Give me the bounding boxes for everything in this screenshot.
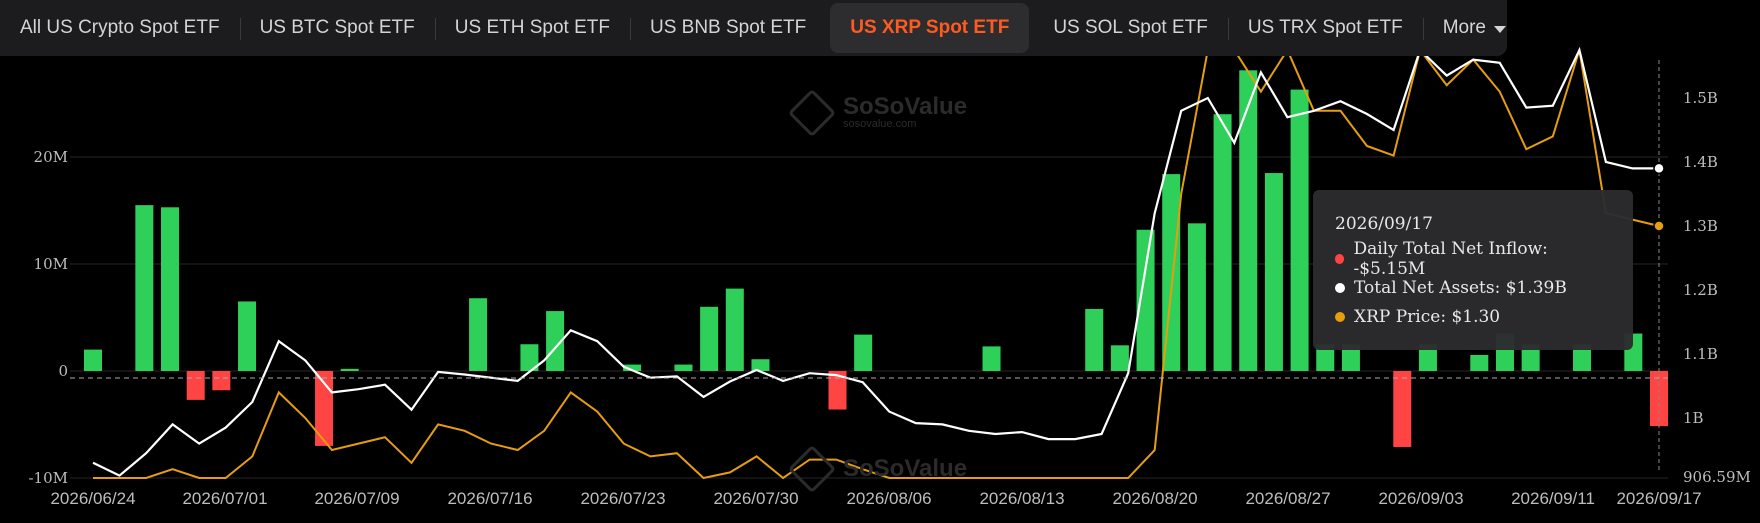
inflow-bar bbox=[725, 288, 744, 371]
y-right-tick-label: 906.59M bbox=[1683, 468, 1751, 486]
price-dot-icon bbox=[1335, 311, 1345, 322]
y-right-tick-label: 1B bbox=[1683, 409, 1704, 427]
y-right-tick-label: 1.1B bbox=[1683, 345, 1718, 363]
tooltip-assets: Total Net Assets: $1.39B bbox=[1354, 277, 1567, 298]
x-tick-label: 2026/07/30 bbox=[713, 489, 798, 508]
caret-down-icon bbox=[1493, 25, 1506, 33]
inflow-bar bbox=[1572, 344, 1591, 371]
y-left-tick-label: 0 bbox=[58, 362, 68, 380]
x-axis: 2026/06/24 2026/07/01 2026/07/09 2026/07/16… bbox=[50, 489, 1701, 508]
inflow-bar bbox=[1290, 89, 1309, 371]
inflow-dot-icon bbox=[1335, 253, 1345, 264]
inflow-bar bbox=[982, 346, 1001, 371]
inflow-bar bbox=[1264, 173, 1283, 371]
xrp-price-line bbox=[93, 47, 1660, 480]
inflow-bar bbox=[1110, 345, 1129, 371]
tooltip-inflow: Daily Total Net Inflow: -$5.15M bbox=[1353, 238, 1548, 279]
inflow-bar bbox=[238, 301, 257, 371]
tab-us-bnb-spot-etf[interactable]: US BNB Spot ETF bbox=[629, 3, 826, 53]
tab-us-trx-spot-etf[interactable]: US TRX Spot ETF bbox=[1227, 3, 1423, 53]
inflow-bar bbox=[700, 306, 719, 371]
inflow-bar bbox=[1162, 174, 1181, 371]
inflow-bar bbox=[1316, 344, 1335, 371]
inflow-bar bbox=[546, 311, 565, 371]
y-left-tick-label: -10M bbox=[28, 469, 68, 487]
tab-us-xrp-spot-etf[interactable]: US XRP Spot ETF bbox=[830, 3, 1030, 53]
y-right-tick-label: 1.3B bbox=[1683, 217, 1718, 235]
inflow-bar bbox=[1418, 344, 1437, 371]
watermark-url: sosovalue.com bbox=[843, 118, 917, 130]
x-tick-label: 2026/08/27 bbox=[1245, 489, 1330, 508]
tooltip-inflow-row: Daily Total Net Inflow: -$5.15M bbox=[1335, 239, 1611, 279]
tooltip-date: 2026/09/17 bbox=[1335, 214, 1433, 234]
y-right-tick-label: 1.4B bbox=[1683, 153, 1718, 171]
x-tick-label: 2026/08/13 bbox=[979, 489, 1064, 508]
inflow-bar bbox=[186, 371, 205, 400]
y-right-tick-label: 1.5B bbox=[1683, 89, 1718, 107]
x-tick-label: 2026/07/16 bbox=[447, 489, 532, 508]
watermark-name: SoSoValue bbox=[843, 93, 968, 120]
tooltip-price: XRP Price: $1.30 bbox=[1354, 306, 1501, 327]
total-net-assets-line bbox=[92, 46, 1659, 477]
more-dropdown[interactable]: More bbox=[1422, 3, 1526, 53]
sosovalue-logo-icon bbox=[787, 444, 837, 494]
x-tick-label: 2026/06/24 bbox=[50, 489, 135, 508]
inflow-bar bbox=[520, 344, 539, 371]
x-tick-label: 2026/07/09 bbox=[314, 489, 399, 508]
tab-us-eth-spot-etf[interactable]: US ETH Spot ETF bbox=[434, 3, 630, 53]
x-tick-label: 2026/08/06 bbox=[846, 489, 931, 508]
assets-dot-icon bbox=[1335, 282, 1345, 293]
inflow-bar bbox=[751, 359, 770, 371]
inflow-bar bbox=[1187, 223, 1206, 371]
x-tick-label: 2026/07/01 bbox=[182, 489, 267, 508]
inflow-bars bbox=[84, 70, 1668, 447]
inflow-bar bbox=[1521, 344, 1540, 371]
inflow-bar bbox=[340, 368, 359, 371]
chart-tooltip: 2026/09/17 Daily Total Net Inflow: -$5.1… bbox=[1313, 190, 1633, 350]
inflow-bar bbox=[674, 364, 693, 371]
price-hover-dot bbox=[1653, 220, 1665, 232]
inflow-bar bbox=[623, 364, 642, 371]
x-tick-label: 2026/09/17 bbox=[1616, 489, 1701, 508]
inflow-bar bbox=[854, 334, 873, 371]
inflow-bar bbox=[1239, 70, 1258, 371]
tab-us-btc-spot-etf[interactable]: US BTC Spot ETF bbox=[239, 3, 435, 53]
inflow-bar bbox=[161, 207, 180, 371]
inflow-bar bbox=[135, 205, 154, 371]
x-tick-label: 2026/09/03 bbox=[1378, 489, 1463, 508]
tab-us-sol-spot-etf[interactable]: US SOL Spot ETF bbox=[1053, 17, 1208, 38]
inflow-bar bbox=[469, 298, 488, 371]
inflow-bar bbox=[84, 349, 102, 371]
watermark-top: SoSoValue sosovalue.com bbox=[787, 88, 968, 138]
x-tick-label: 2026/07/23 bbox=[580, 489, 665, 508]
left-y-axis: 20M 10M 0 -10M bbox=[28, 148, 68, 487]
inflow-bar bbox=[828, 371, 847, 410]
etf-tab-bar: All US Crypto Spot ETF US BTC Spot ETF U… bbox=[0, 0, 1507, 56]
sosovalue-logo-icon bbox=[787, 88, 837, 138]
assets-hover-dot bbox=[1653, 162, 1665, 175]
more-label: More bbox=[1442, 17, 1486, 38]
tooltip-assets-row: Total Net Assets: $1.39B bbox=[1335, 273, 1611, 302]
watermark-bottom: SoSoValue bbox=[787, 444, 968, 494]
y-left-tick-label: 20M bbox=[34, 148, 68, 166]
inflow-bar bbox=[1341, 344, 1360, 371]
inflow-bar bbox=[1085, 308, 1104, 371]
inflow-bar bbox=[1213, 114, 1232, 371]
y-right-tick-label: 1.2B bbox=[1683, 281, 1718, 299]
inflow-bar bbox=[212, 371, 231, 391]
x-tick-label: 2026/08/20 bbox=[1112, 489, 1197, 508]
y-left-tick-label: 10M bbox=[34, 255, 68, 273]
inflow-bar bbox=[1393, 371, 1412, 447]
x-tick-label: 2026/09/11 bbox=[1511, 489, 1595, 508]
watermark-name: SoSoValue bbox=[843, 455, 968, 482]
tab-all-us-crypto-spot-etf[interactable]: All US Crypto Spot ETF bbox=[20, 17, 220, 38]
inflow-bar bbox=[1470, 354, 1489, 371]
tooltip-price-row: XRP Price: $1.30 bbox=[1335, 302, 1611, 331]
inflow-bar bbox=[1136, 229, 1155, 371]
right-y-axis: 1.5B 1.4B 1.3B 1.2B 1.1B 1B 906.59M bbox=[1683, 89, 1751, 486]
